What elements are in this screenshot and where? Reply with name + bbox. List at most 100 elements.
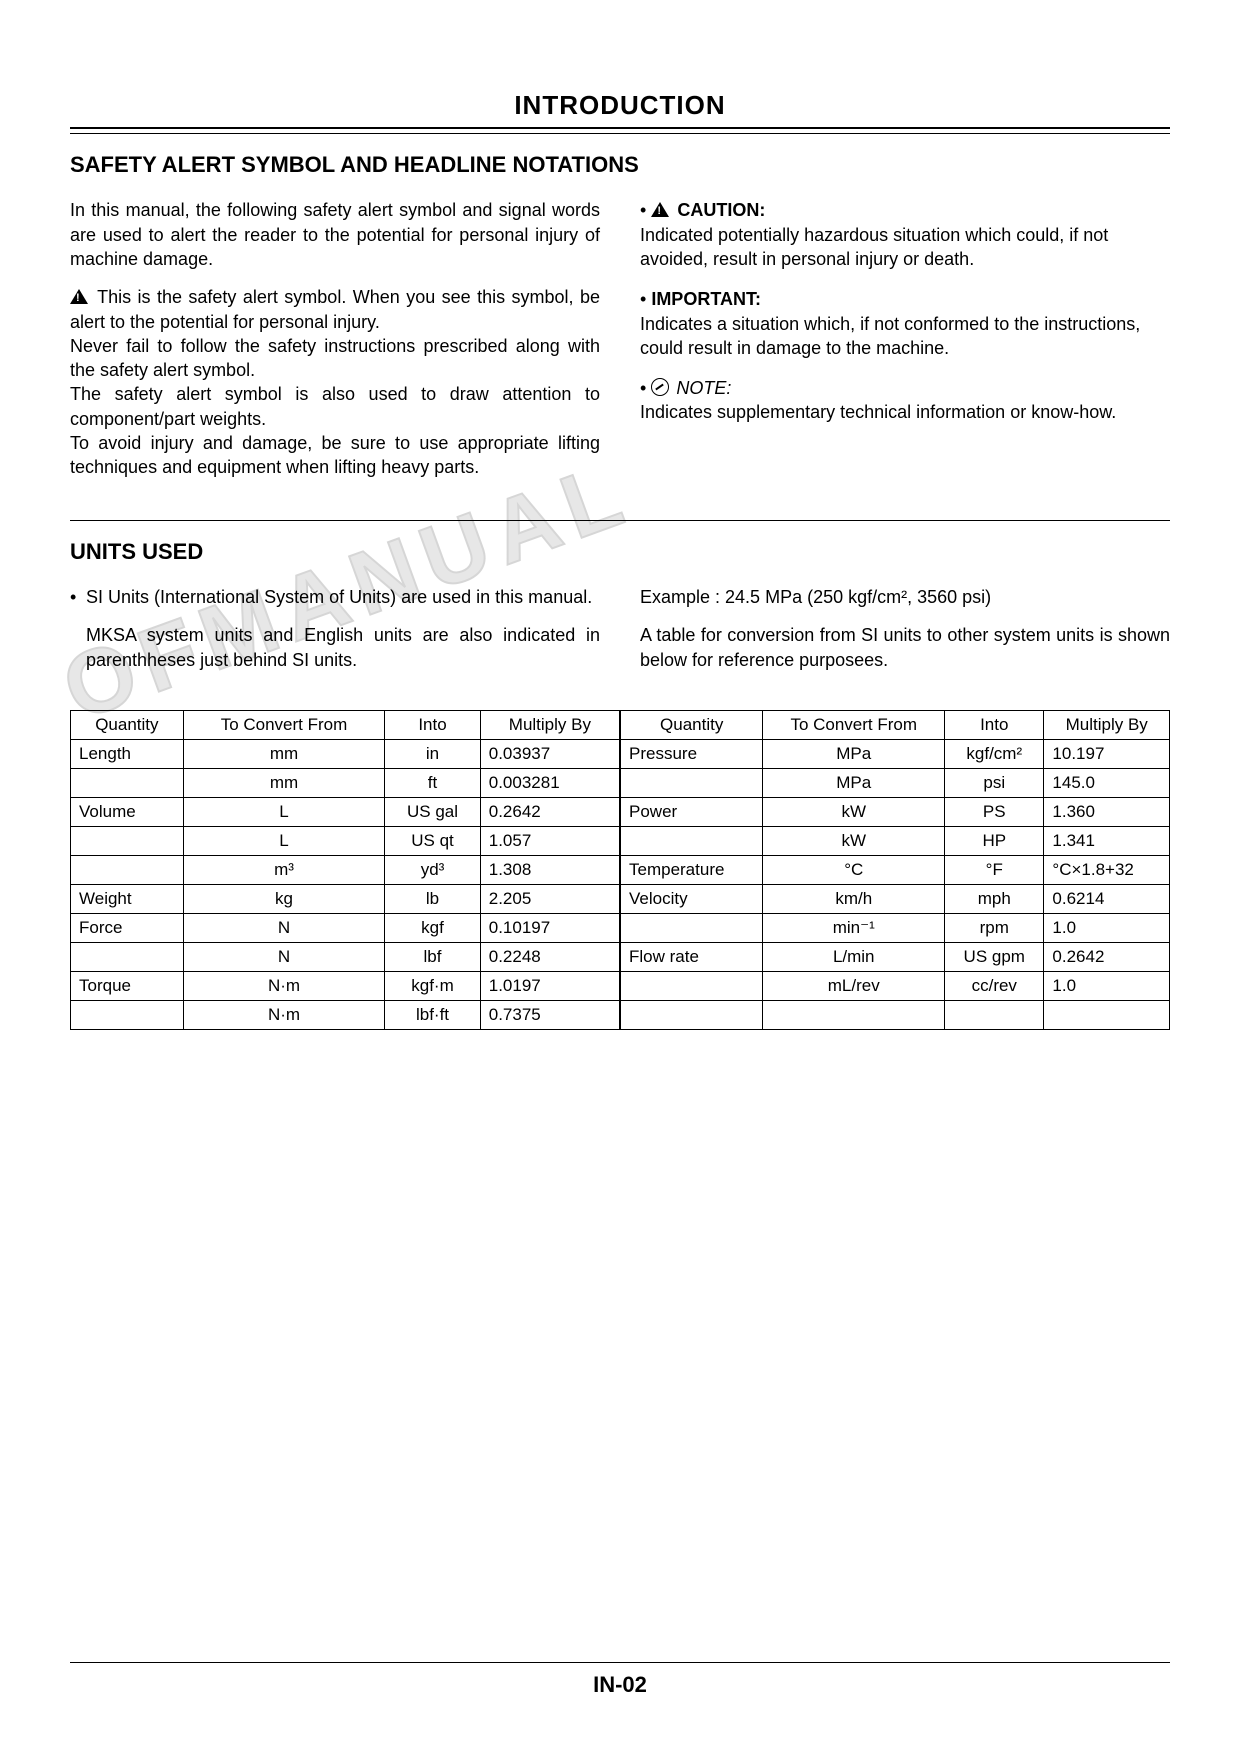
table-cell: lbf·ft: [385, 1000, 480, 1029]
table-cell: [621, 971, 763, 1000]
table-cell: lb: [385, 884, 480, 913]
important-body: Indicates a situation which, if not conf…: [640, 314, 1140, 358]
warning-triangle-icon: [70, 289, 88, 304]
table-cell: mL/rev: [763, 971, 945, 1000]
table-cell: 0.2642: [1044, 942, 1170, 971]
table-cell: [621, 913, 763, 942]
table-cell: [621, 1000, 763, 1029]
caution-body: Indicated potentially hazardous situatio…: [640, 225, 1108, 269]
table-cell: US gal: [385, 797, 480, 826]
table-cell: kg: [183, 884, 385, 913]
table-cell: Weight: [71, 884, 184, 913]
title-rule: [70, 127, 1170, 134]
table-cell: HP: [945, 826, 1044, 855]
table-cell: US gpm: [945, 942, 1044, 971]
col-quantity: Quantity: [621, 710, 763, 739]
table-cell: mph: [945, 884, 1044, 913]
note-body: Indicates supplementary technical inform…: [640, 402, 1116, 422]
table-cell: min⁻¹: [763, 913, 945, 942]
table-cell: 1.057: [480, 826, 619, 855]
units-heading: UNITS USED: [70, 539, 1170, 565]
table-row: Nlbf0.2248: [71, 942, 620, 971]
table-cell: [71, 1000, 184, 1029]
table-cell: 10.197: [1044, 739, 1170, 768]
table-row: mmft0.003281: [71, 768, 620, 797]
table-row: Temperature°C°F°C×1.8+32: [621, 855, 1170, 884]
table-cell: [621, 826, 763, 855]
table-row: PressureMPakgf/cm²10.197: [621, 739, 1170, 768]
table-row: Lengthmmin0.03937: [71, 739, 620, 768]
safety-alert-2: Never fail to follow the safety instruct…: [70, 336, 600, 380]
units-p3: A table for conversion from SI units to …: [640, 623, 1170, 672]
table-cell: [1044, 1000, 1170, 1029]
col-into: Into: [945, 710, 1044, 739]
table-row: kWHP1.341: [621, 826, 1170, 855]
table-row: min⁻¹rpm1.0: [621, 913, 1170, 942]
table-cell: MPa: [763, 739, 945, 768]
table-cell: 145.0: [1044, 768, 1170, 797]
table-cell: N·m: [183, 1000, 385, 1029]
safety-columns: In this manual, the following safety ale…: [70, 198, 1170, 493]
caution-block: • CAUTION: Indicated potentially hazardo…: [640, 198, 1170, 271]
table-cell: Flow rate: [621, 942, 763, 971]
safety-heading: SAFETY ALERT SYMBOL AND HEADLINE NOTATIO…: [70, 152, 1170, 178]
table-cell: Volume: [71, 797, 184, 826]
safety-right-col: • CAUTION: Indicated potentially hazardo…: [640, 198, 1170, 493]
units-p2: MKSA system units and English units are …: [70, 623, 600, 672]
table-cell: 0.7375: [480, 1000, 619, 1029]
table-cell: 1.0197: [480, 971, 619, 1000]
units-example: Example : 24.5 MPa (250 kgf/cm², 3560 ps…: [640, 585, 1170, 609]
table-row: N·mlbf·ft0.7375: [71, 1000, 620, 1029]
table-cell: [621, 768, 763, 797]
table-cell: N·m: [183, 971, 385, 1000]
table-cell: L: [183, 797, 385, 826]
table-cell: °C: [763, 855, 945, 884]
table-cell: °C×1.8+32: [1044, 855, 1170, 884]
table-cell: N: [183, 942, 385, 971]
table-cell: kW: [763, 797, 945, 826]
table-cell: 2.205: [480, 884, 619, 913]
col-quantity: Quantity: [71, 710, 184, 739]
conversion-table-left: Quantity To Convert From Into Multiply B…: [70, 710, 620, 1030]
table-cell: ft: [385, 768, 480, 797]
table-cell: 0.2642: [480, 797, 619, 826]
safety-intro: In this manual, the following safety ale…: [70, 198, 600, 271]
pencil-icon: [651, 378, 669, 396]
table-row: VolumeLUS gal0.2642: [71, 797, 620, 826]
table-cell: [71, 855, 184, 884]
table-cell: rpm: [945, 913, 1044, 942]
table-row: Weightkglb2.205: [71, 884, 620, 913]
table-row: LUS qt1.057: [71, 826, 620, 855]
table-row: PowerkWPS1.360: [621, 797, 1170, 826]
important-block: • IMPORTANT: Indicates a situation which…: [640, 287, 1170, 360]
note-label: NOTE:: [676, 378, 731, 398]
table-cell: kW: [763, 826, 945, 855]
table-row: m³yd³1.308: [71, 855, 620, 884]
table-cell: 1.0: [1044, 971, 1170, 1000]
section-divider: [70, 520, 1170, 521]
table-row: TorqueN·mkgf·m1.0197: [71, 971, 620, 1000]
safety-alert-4: To avoid injury and damage, be sure to u…: [70, 433, 600, 477]
conversion-table-right: Quantity To Convert From Into Multiply B…: [620, 710, 1170, 1030]
note-block: • NOTE: Indicates supplementary technica…: [640, 376, 1170, 425]
units-columns: SI Units (International System of Units)…: [70, 585, 1170, 686]
table-cell: mm: [183, 739, 385, 768]
table-cell: kgf/cm²: [945, 739, 1044, 768]
table-cell: kgf: [385, 913, 480, 942]
page-title: INTRODUCTION: [70, 90, 1170, 121]
col-from: To Convert From: [763, 710, 945, 739]
col-mult: Multiply By: [1044, 710, 1170, 739]
table-cell: Torque: [71, 971, 184, 1000]
table-cell: km/h: [763, 884, 945, 913]
table-cell: MPa: [763, 768, 945, 797]
table-cell: 1.341: [1044, 826, 1170, 855]
table-cell: [71, 942, 184, 971]
table-cell: N: [183, 913, 385, 942]
table-cell: Power: [621, 797, 763, 826]
table-cell: in: [385, 739, 480, 768]
footer-rule: [70, 1662, 1170, 1663]
table-cell: 0.6214: [1044, 884, 1170, 913]
table-cell: 1.360: [1044, 797, 1170, 826]
safety-alert-paragraph: This is the safety alert symbol. When yo…: [70, 285, 600, 479]
table-cell: 0.2248: [480, 942, 619, 971]
